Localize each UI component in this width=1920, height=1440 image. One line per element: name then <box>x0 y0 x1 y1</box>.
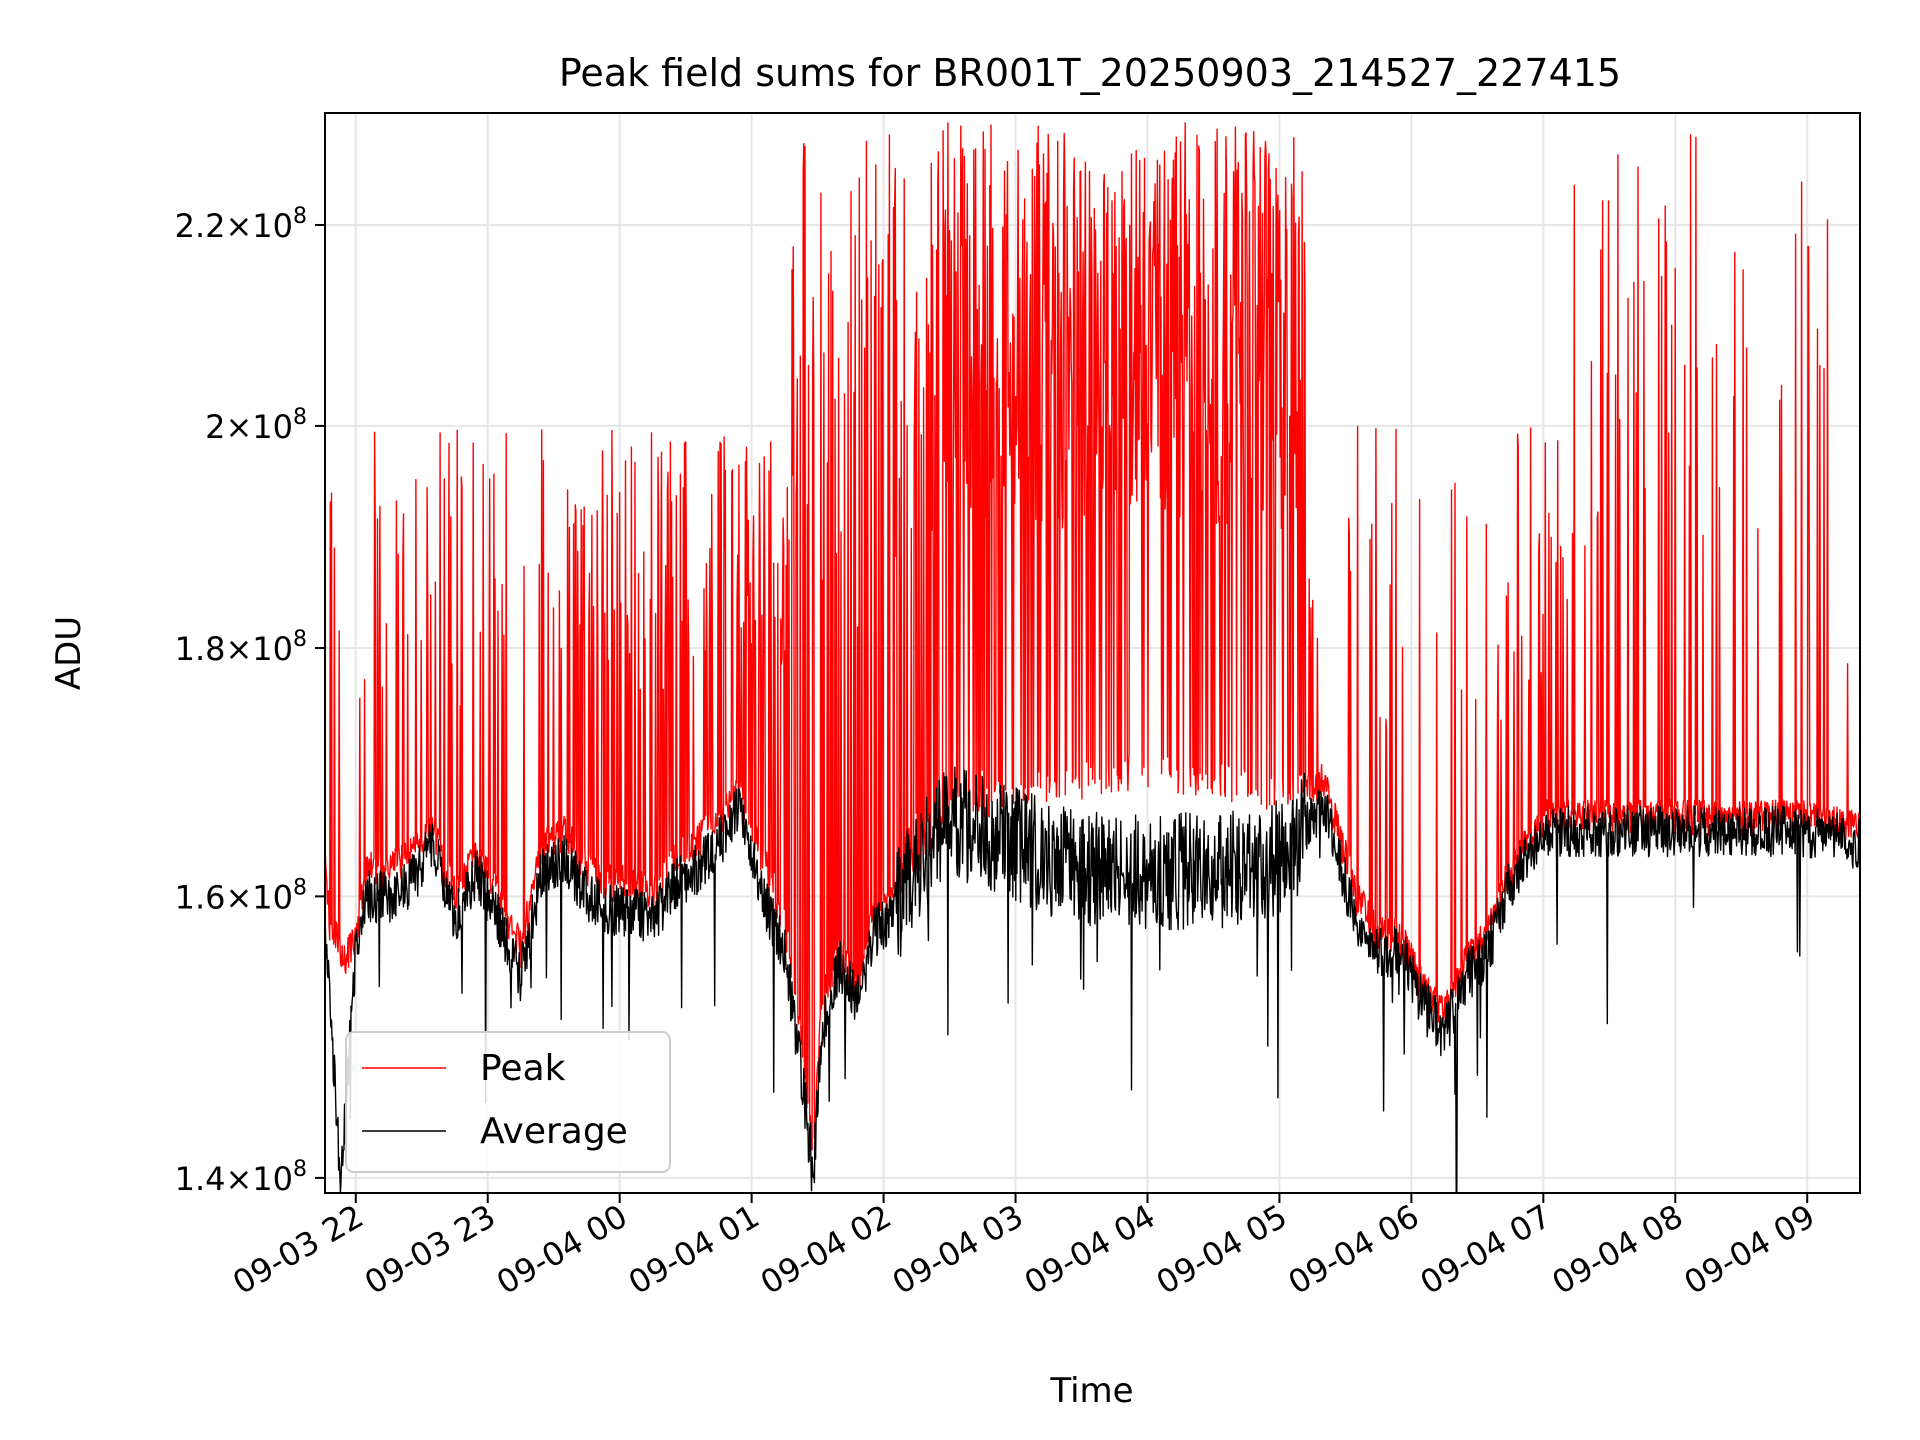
y-axis-ticks: 1.4×108 1.6×108 1.8×108 2×108 2.2×108 <box>175 204 325 1198</box>
y-tick-label: 1.6×108 <box>175 875 307 916</box>
legend-box <box>345 1031 671 1173</box>
y-axis-label: ADU <box>49 616 89 690</box>
legend: Peak Average <box>345 1031 671 1173</box>
average-series <box>324 766 1861 1194</box>
y-tick-label: 2×108 <box>205 405 307 446</box>
plot-area-frame <box>324 112 1861 1194</box>
x-axis-label: Time <box>1049 1371 1133 1411</box>
legend-average-label: Average <box>480 1111 628 1152</box>
chart-title: Peak field sums for BR001T_20250903_2145… <box>559 51 1621 95</box>
average-series-line <box>324 766 1861 1194</box>
y-tick-label: 2.2×108 <box>175 204 307 245</box>
y-tick-label: 1.4×108 <box>175 1157 307 1198</box>
y-tick-label: 1.8×108 <box>175 627 307 668</box>
legend-peak-label: Peak <box>480 1048 566 1089</box>
